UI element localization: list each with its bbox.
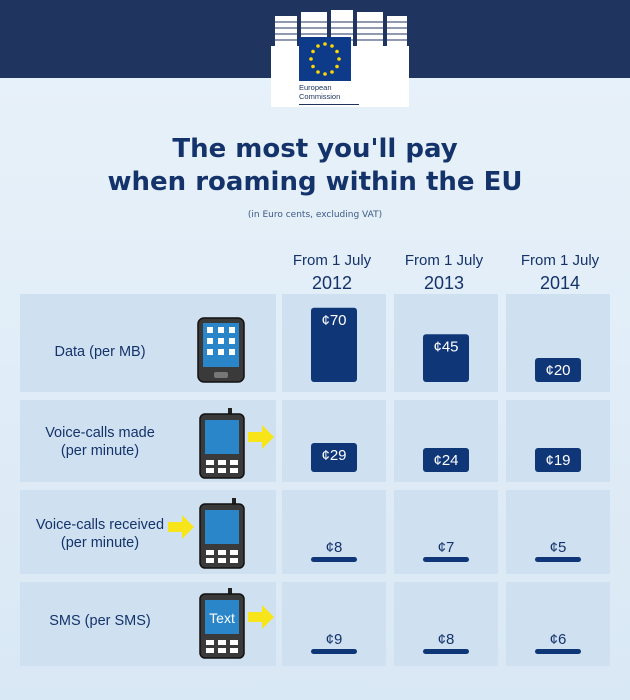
page-title: The most you'll pay when roaming within … [0,133,630,199]
smartphone-icon [197,317,245,383]
row-label-calls-made: Voice-calls made (per minute) [20,424,180,460]
bar-sms-2014 [535,649,581,654]
row-label-line1: Voice-calls received [35,517,165,533]
value-label-data-2013: ¢45 [433,338,458,355]
value-label-calls-received-2012: ¢8 [326,539,343,556]
page-subtitle: (in Euro cents, excluding VAT) [247,210,383,220]
bar-calls-received-2013 [423,557,469,562]
bar-data-2013 [423,334,469,382]
logo-line2: Commission [299,92,341,101]
column-header-2013: From 1 July 2013 [386,251,502,295]
bar-calls-received-2014 [535,557,581,562]
bar-data-2014 [535,358,581,382]
outgoing-arrow-icon [248,425,274,449]
outgoing-arrow-icon [248,605,274,629]
column-header-line1: From 1 July [292,252,372,269]
logo-text: European Commission [299,83,340,101]
column-header-line1: From 1 July [520,252,600,269]
bar-calls-made-2012 [311,443,357,472]
value-label-calls-made-2014: ¢19 [545,452,570,469]
column-header-year: 2013 [423,273,465,293]
bar-sms-2012 [311,649,357,654]
row-label-calls-received: Voice-calls received (per minute) [20,516,180,552]
row-label-line2: (per minute) [60,443,140,459]
value-label-sms-2014: ¢6 [550,631,567,648]
value-label-calls-made-2012: ¢29 [321,447,346,464]
text-label: Text [209,610,235,626]
bar-calls-received-2012 [311,557,357,562]
value-label-data-2012: ¢70 [321,312,346,329]
eu-flag-icon [299,37,351,81]
title-line2: when roaming within the EU [107,167,523,197]
european-commission-logo: European Commission [271,10,409,107]
value-label-sms-2012: ¢9 [326,631,343,648]
column-header-2014: From 1 July 2014 [502,251,618,295]
value-label-calls-received-2014: ¢5 [550,539,567,556]
column-header-2012: From 1 July 2012 [274,251,390,295]
title-line1: The most you'll pay [172,134,458,164]
bar-calls-made-2013 [423,448,469,472]
column-header-year: 2014 [539,273,581,293]
mobile-phone-incoming-icon [168,498,245,569]
row-label-line1: Voice-calls made [45,425,155,441]
value-label-sms-2013: ¢8 [438,631,455,648]
bar-sms-2013 [423,649,469,654]
logo-divider [299,104,359,105]
bar-data-2012 [311,307,357,382]
incoming-arrow-icon [168,515,194,539]
row-label-sms: SMS (per SMS) [20,612,180,630]
row-label-line1: Data (per MB) [54,344,146,360]
value-label-data-2014: ¢20 [545,362,570,379]
column-header-line1: From 1 July [404,252,484,269]
text-message-phone-icon: Text [199,588,274,659]
row-label-line2: (per minute) [60,535,140,551]
row-label-line1: SMS (per SMS) [49,613,151,629]
mobile-phone-outgoing-icon [199,408,274,479]
logo-line1: European [299,83,332,92]
value-label-calls-received-2013: ¢7 [438,539,455,556]
column-header-year: 2012 [311,273,353,293]
row-label-data: Data (per MB) [20,343,180,361]
value-label-calls-made-2013: ¢24 [433,452,458,469]
bar-calls-made-2014 [535,448,581,472]
